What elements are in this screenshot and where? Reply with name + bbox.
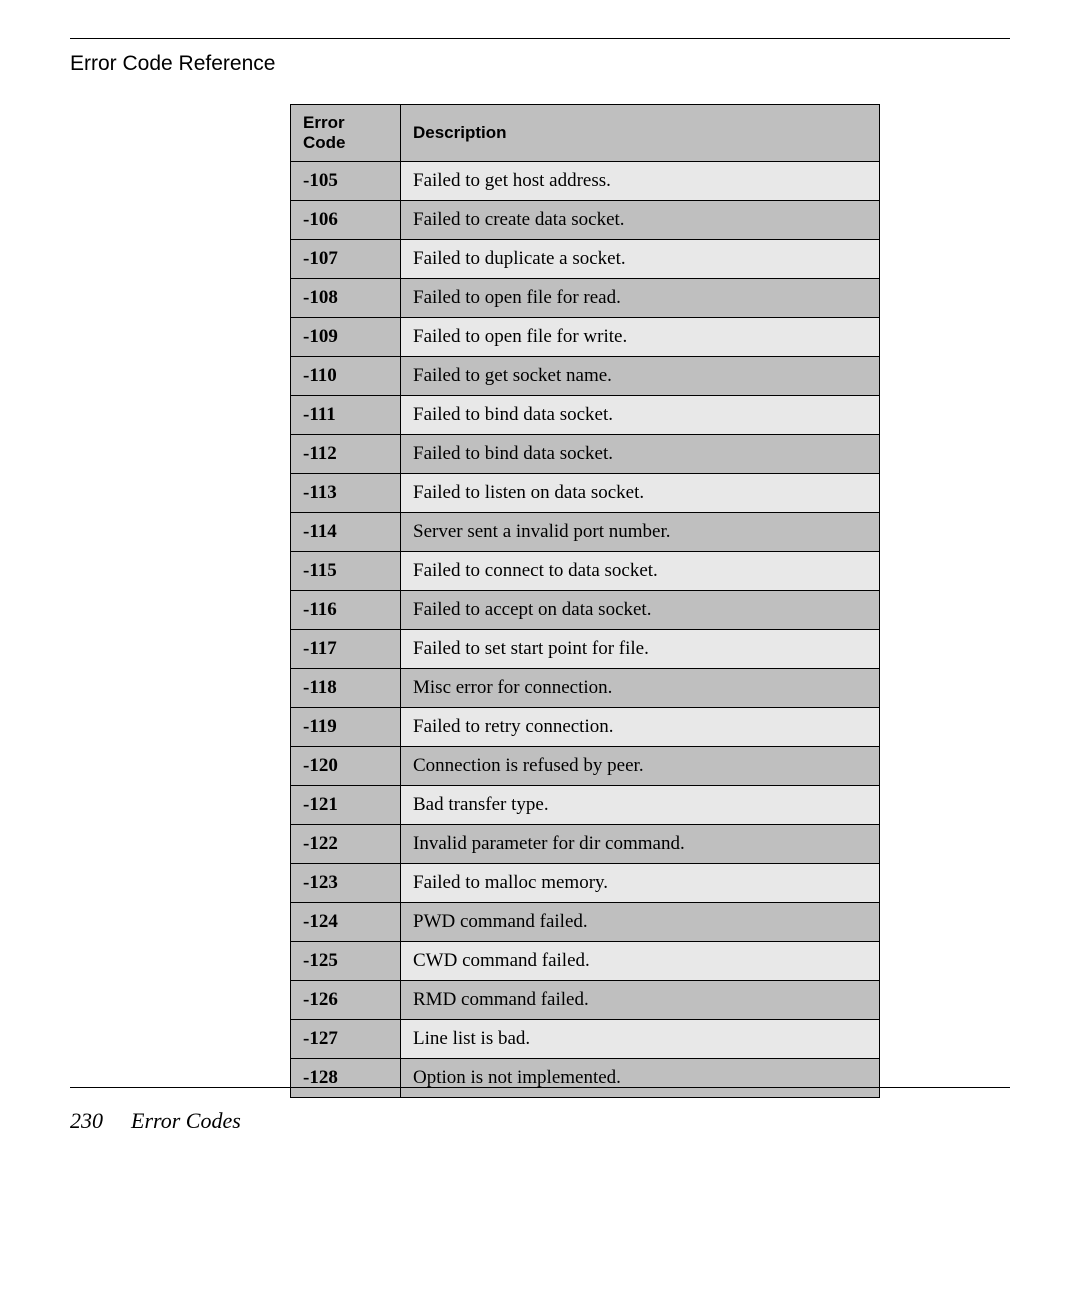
table-row: -125CWD command failed. [291,942,880,981]
error-description-cell: Failed to open file for write. [401,318,880,357]
error-description-cell: Server sent a invalid port number. [401,513,880,552]
error-description-cell: Failed to create data socket. [401,201,880,240]
error-description-cell: Failed to retry connection. [401,708,880,747]
error-code-table-container: Error Code Description -105Failed to get… [290,104,880,1098]
error-description-cell: Failed to accept on data socket. [401,591,880,630]
error-code-cell: -117 [291,630,401,669]
table-row: -122Invalid parameter for dir command. [291,825,880,864]
error-code-cell: -121 [291,786,401,825]
table-row: -120Connection is refused by peer. [291,747,880,786]
error-code-cell: -123 [291,864,401,903]
error-code-cell: -109 [291,318,401,357]
error-description-cell: PWD command failed. [401,903,880,942]
table-row: -119Failed to retry connection. [291,708,880,747]
error-description-cell: Option is not implemented. [401,1059,880,1098]
page-number: 230 [70,1108,103,1134]
error-code-cell: -125 [291,942,401,981]
error-description-cell: Failed to get host address. [401,162,880,201]
table-row: -123Failed to malloc memory. [291,864,880,903]
table-row: -106Failed to create data socket. [291,201,880,240]
error-code-cell: -114 [291,513,401,552]
error-description-cell: Failed to open file for read. [401,279,880,318]
error-description-cell: Line list is bad. [401,1020,880,1059]
table-row: -108Failed to open file for read. [291,279,880,318]
error-description-cell: Failed to duplicate a socket. [401,240,880,279]
error-description-cell: RMD command failed. [401,981,880,1020]
table-row: -124PWD command failed. [291,903,880,942]
error-code-cell: -128 [291,1059,401,1098]
error-code-cell: -113 [291,474,401,513]
footer-section-title: Error Codes [131,1108,241,1134]
error-code-cell: -106 [291,201,401,240]
table-row: -109Failed to open file for write. [291,318,880,357]
error-description-cell: CWD command failed. [401,942,880,981]
table-header-row: Error Code Description [291,105,880,162]
error-description-cell: Failed to malloc memory. [401,864,880,903]
error-code-cell: -122 [291,825,401,864]
column-header-description: Description [401,105,880,162]
error-description-cell: Failed to set start point for file. [401,630,880,669]
table-row: -126RMD command failed. [291,981,880,1020]
table-row: -128Option is not implemented. [291,1059,880,1098]
error-code-table: Error Code Description -105Failed to get… [290,104,880,1098]
table-row: -116Failed to accept on data socket. [291,591,880,630]
error-code-cell: -116 [291,591,401,630]
top-rule [70,38,1010,39]
error-code-cell: -108 [291,279,401,318]
error-description-cell: Failed to bind data socket. [401,396,880,435]
table-row: -111Failed to bind data socket. [291,396,880,435]
error-description-cell: Invalid parameter for dir command. [401,825,880,864]
error-code-cell: -110 [291,357,401,396]
bottom-rule [70,1087,1010,1088]
error-code-cell: -118 [291,669,401,708]
page-header: Error Code Reference [70,52,275,76]
error-code-cell: -111 [291,396,401,435]
error-description-cell: Failed to get socket name. [401,357,880,396]
column-header-code: Error Code [291,105,401,162]
table-row: -107Failed to duplicate a socket. [291,240,880,279]
error-description-cell: Connection is refused by peer. [401,747,880,786]
error-description-cell: Misc error for connection. [401,669,880,708]
error-code-cell: -124 [291,903,401,942]
error-description-cell: Bad transfer type. [401,786,880,825]
error-code-cell: -127 [291,1020,401,1059]
table-row: -115Failed to connect to data socket. [291,552,880,591]
error-description-cell: Failed to connect to data socket. [401,552,880,591]
page-footer: 230 Error Codes [70,1108,241,1134]
error-code-cell: -105 [291,162,401,201]
table-row: -114Server sent a invalid port number. [291,513,880,552]
error-code-cell: -107 [291,240,401,279]
error-code-cell: -126 [291,981,401,1020]
table-row: -105Failed to get host address. [291,162,880,201]
error-description-cell: Failed to bind data socket. [401,435,880,474]
table-row: -118Misc error for connection. [291,669,880,708]
table-row: -110Failed to get socket name. [291,357,880,396]
table-row: -113Failed to listen on data socket. [291,474,880,513]
table-row: -121Bad transfer type. [291,786,880,825]
table-row: -127Line list is bad. [291,1020,880,1059]
error-description-cell: Failed to listen on data socket. [401,474,880,513]
error-code-cell: -115 [291,552,401,591]
table-row: -117Failed to set start point for file. [291,630,880,669]
table-row: -112Failed to bind data socket. [291,435,880,474]
error-code-cell: -119 [291,708,401,747]
error-code-cell: -112 [291,435,401,474]
error-code-cell: -120 [291,747,401,786]
